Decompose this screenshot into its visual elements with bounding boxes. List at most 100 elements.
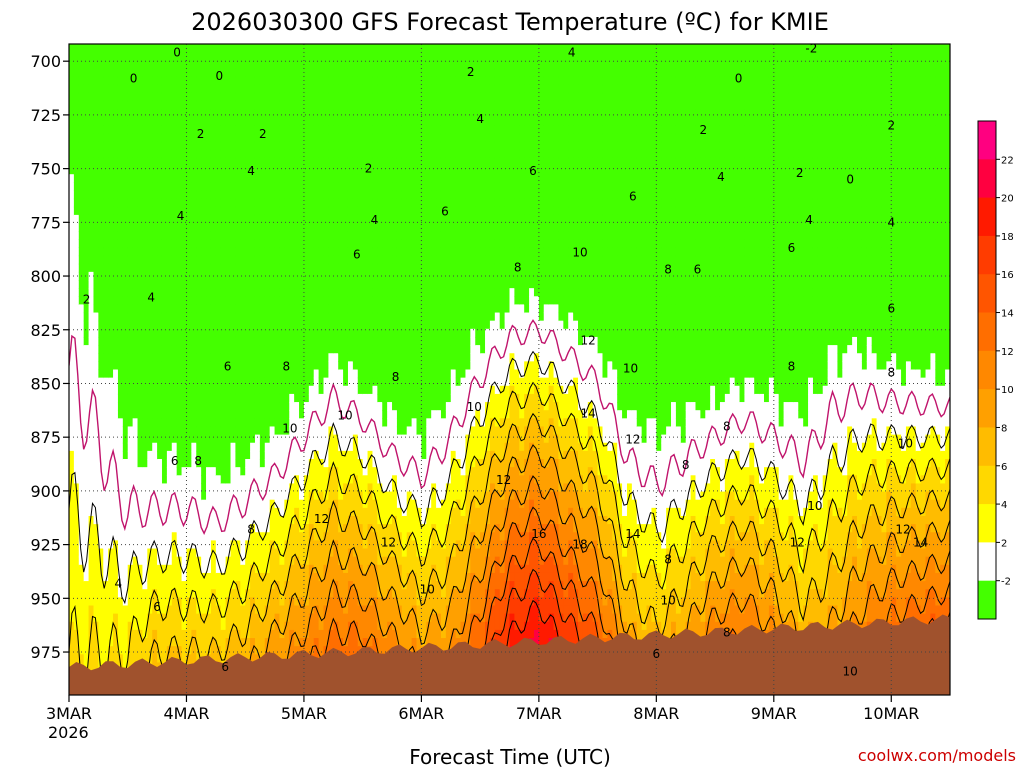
colorbar-label: 6 bbox=[1001, 462, 1007, 473]
contour-label: 6 bbox=[629, 190, 637, 204]
contour-label: 0 bbox=[173, 46, 181, 60]
contour-label: 12 bbox=[381, 535, 396, 549]
contour-label: 14 bbox=[913, 535, 928, 549]
colorbar-swatch bbox=[978, 504, 996, 543]
contour-label: 10 bbox=[898, 437, 913, 451]
contour-label: 6 bbox=[153, 600, 161, 614]
contour-label: 6 bbox=[171, 454, 179, 468]
colorbar-swatch bbox=[978, 427, 996, 467]
contour-label: 4 bbox=[476, 112, 484, 126]
y-tick-label: 700 bbox=[30, 52, 61, 71]
y-tick-label: 875 bbox=[30, 428, 61, 447]
contour-label: 6 bbox=[221, 660, 229, 674]
contour-label: 10 bbox=[660, 593, 675, 607]
contour-label: 12 bbox=[895, 523, 910, 537]
colorbar-swatch bbox=[978, 121, 996, 160]
chart-title: 2026030300 GFS Forecast Temperature (ºC)… bbox=[191, 8, 829, 36]
contour-label: 10 bbox=[572, 245, 587, 259]
y-tick-label: 750 bbox=[30, 160, 61, 179]
x-axis-label: Forecast Time (UTC) bbox=[409, 745, 611, 768]
colorbar-swatch bbox=[978, 542, 996, 582]
colorbar-swatch bbox=[978, 274, 996, 313]
colorbar-label: 16 bbox=[1001, 270, 1014, 281]
contour-label: 16 bbox=[531, 527, 546, 541]
y-tick-label: 925 bbox=[30, 536, 61, 555]
x-tick-label: 8MAR bbox=[633, 704, 679, 723]
colorbar-label: 8 bbox=[1001, 423, 1007, 434]
contour-label: 6 bbox=[529, 164, 537, 178]
contour-label: 8 bbox=[514, 260, 522, 274]
contour-label: 8 bbox=[664, 263, 672, 277]
contour-label: 8 bbox=[788, 359, 796, 373]
colorbar-swatch bbox=[978, 312, 996, 352]
y-tick-label: 725 bbox=[30, 106, 61, 125]
colorbar-label: 20 bbox=[1001, 194, 1014, 205]
contour-label: 0 bbox=[130, 71, 138, 85]
x-tick-label: 9MAR bbox=[751, 704, 797, 723]
colorbar-swatch bbox=[978, 235, 996, 275]
x-tick-label: 5MAR bbox=[281, 704, 327, 723]
contour-label: 6 bbox=[441, 205, 449, 219]
contour-label: 6 bbox=[653, 647, 661, 661]
contour-label: 10 bbox=[807, 499, 822, 513]
contour-label: 6 bbox=[224, 359, 232, 373]
contour-label: 10 bbox=[282, 422, 297, 436]
y-tick-label: 825 bbox=[30, 321, 61, 340]
credit-label: coolwx.com/models bbox=[858, 746, 1016, 765]
contour-label: 4 bbox=[568, 46, 576, 60]
contour-label: 8 bbox=[682, 458, 690, 472]
contour-label: 4 bbox=[115, 576, 123, 590]
colorbar-label: 4 bbox=[1001, 500, 1007, 511]
contour-label: 18 bbox=[572, 538, 587, 552]
y-tick-label: 975 bbox=[30, 643, 61, 662]
contour-label: 8 bbox=[887, 366, 895, 380]
contour-label: 14 bbox=[625, 527, 640, 541]
contour-label: 4 bbox=[147, 291, 155, 305]
colorbar-label: -2 bbox=[1001, 577, 1011, 588]
contour-label: 2 bbox=[887, 119, 895, 133]
contour-label: 8 bbox=[194, 454, 202, 468]
contour-label: 6 bbox=[694, 263, 702, 277]
contour-label: 8 bbox=[247, 523, 255, 537]
contour-label: 6 bbox=[788, 241, 796, 255]
contour-label: 12 bbox=[625, 432, 640, 446]
plot-frame bbox=[68, 43, 951, 696]
contour-label: 0 bbox=[216, 69, 224, 83]
contour-label: 4 bbox=[717, 170, 725, 184]
contour-label: 0 bbox=[735, 71, 743, 85]
x-tick-label: 7MAR bbox=[516, 704, 562, 723]
contour-label: 0 bbox=[846, 172, 854, 186]
contour-label: 10 bbox=[467, 400, 482, 414]
contour-label: 10 bbox=[420, 583, 435, 597]
contour-label: 12 bbox=[314, 512, 329, 526]
contour-label: 4 bbox=[247, 164, 255, 178]
contour-label: 8 bbox=[723, 419, 731, 433]
contour-label: 2 bbox=[83, 293, 91, 307]
colorbar-frame bbox=[977, 120, 997, 620]
colorbar-swatch bbox=[978, 580, 996, 620]
y-tick-label: 800 bbox=[30, 267, 61, 286]
x-tick-label: 3MAR bbox=[46, 704, 92, 723]
contour-label: 4 bbox=[805, 213, 813, 227]
x-tick-label: 6MAR bbox=[398, 704, 444, 723]
colorbar-swatch bbox=[978, 465, 996, 505]
grid-lines bbox=[69, 44, 950, 695]
colorbar-label: 22 bbox=[1001, 155, 1014, 166]
contour-label: 12 bbox=[496, 473, 511, 487]
y-axis: 700 725 750 775 800 825 850 875 900 925 950 975 bbox=[30, 52, 69, 662]
terrain-surface bbox=[69, 614, 950, 695]
contour-label: 8 bbox=[664, 553, 672, 567]
x-tick-label: 10MAR bbox=[863, 704, 919, 723]
y-tick-label: 775 bbox=[30, 213, 61, 232]
contour-label: 4 bbox=[887, 215, 895, 229]
x-year-label: 2026 bbox=[48, 723, 89, 742]
colorbar-swatch bbox=[978, 389, 996, 428]
contour-label: -2 bbox=[805, 41, 817, 55]
contour-label: 10 bbox=[843, 664, 858, 678]
colorbar-label: 2 bbox=[1001, 538, 1007, 549]
x-tick-label: 4MAR bbox=[163, 704, 209, 723]
colorbar-swatch bbox=[978, 159, 996, 199]
contour-label: 4 bbox=[177, 209, 185, 223]
